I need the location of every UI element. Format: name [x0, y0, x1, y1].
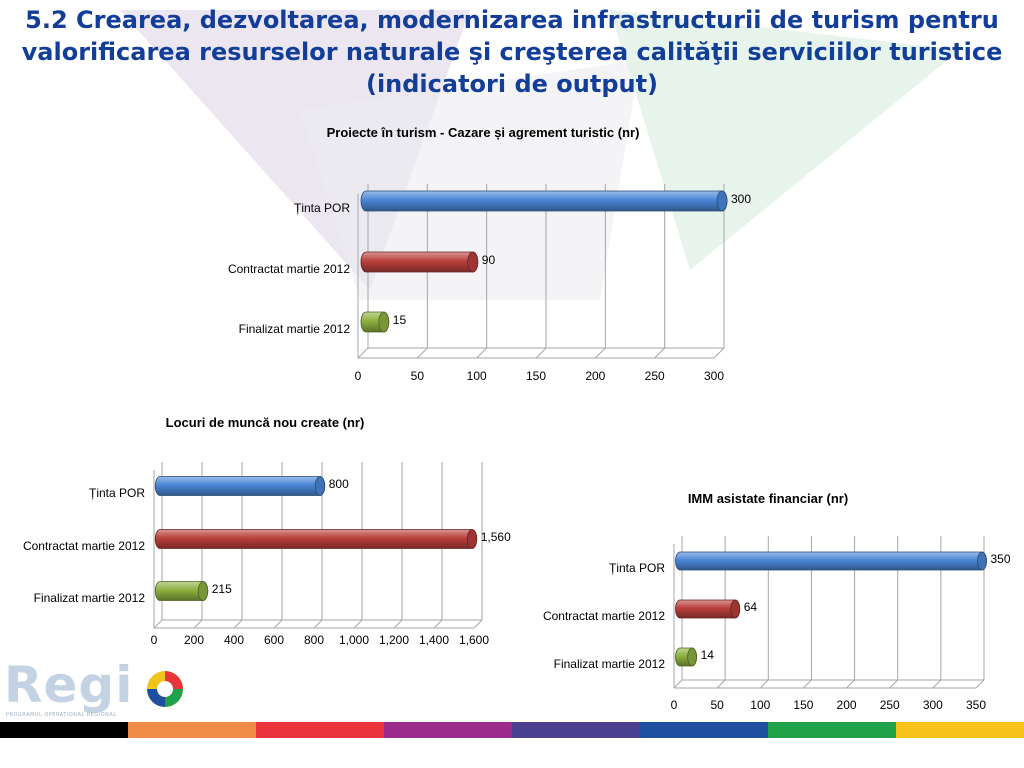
stripe-segment [768, 722, 896, 738]
logo-wheel-icon [147, 671, 183, 707]
stripe-segment [384, 722, 512, 738]
stripe-segment [0, 722, 128, 738]
stripe-segment [896, 722, 1024, 738]
regio-logo: Regi PROGRAMUL OPERAȚIONAL REGIONAL [4, 656, 194, 722]
stripe-segment [512, 722, 640, 738]
stripe-segment [640, 722, 768, 738]
stripe-segment [128, 722, 256, 738]
stripe-segment [256, 722, 384, 738]
slide-title-line: 5.2 Crearea, dezvoltarea, modernizarea i… [25, 6, 999, 34]
color-stripe [0, 722, 1024, 738]
slide-title-line: (indicatori de output) [365, 70, 659, 98]
logo-text: Regi [4, 656, 134, 714]
logo-subtitle: PROGRAMUL OPERAȚIONAL REGIONAL [6, 712, 117, 718]
slide-title: 5.2 Crearea, dezvoltarea, modernizarea i… [0, 4, 1024, 100]
slide-title-line: valorificarea resurselor naturale şi cre… [21, 38, 1003, 66]
